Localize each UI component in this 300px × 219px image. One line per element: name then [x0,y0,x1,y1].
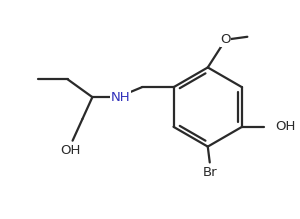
Text: O: O [220,33,231,46]
Text: OH: OH [276,120,296,133]
Text: Br: Br [202,166,217,179]
Text: OH: OH [60,144,81,157]
Text: NH: NH [110,91,130,104]
